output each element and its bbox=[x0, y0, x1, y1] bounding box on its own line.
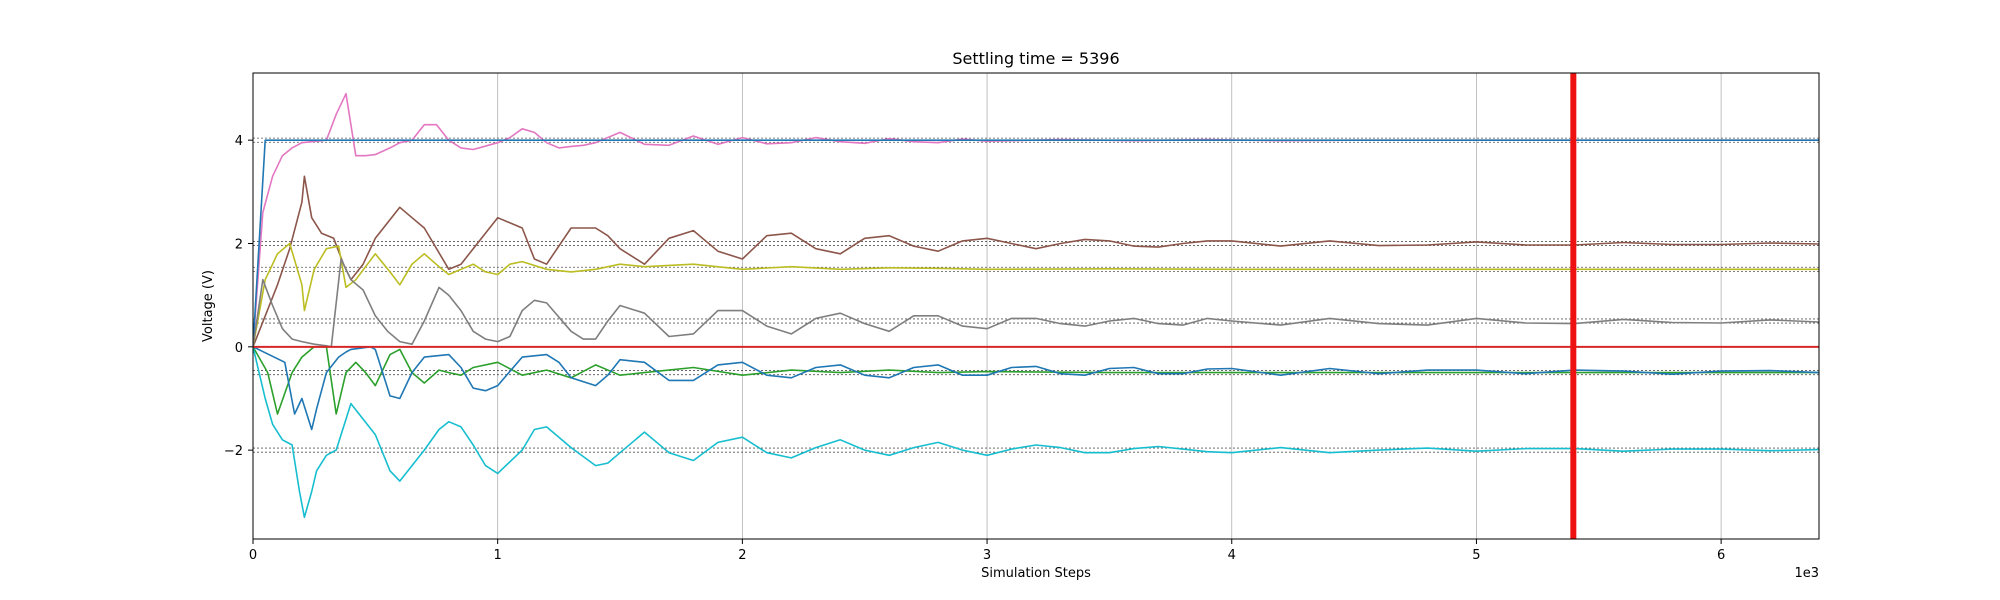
grid-lines bbox=[252, 73, 1722, 539]
series-line bbox=[253, 258, 1819, 348]
y-tick-label: 2 bbox=[235, 237, 243, 252]
x-tick-label: 0 bbox=[249, 548, 257, 563]
y-axis-label: Voltage (V) bbox=[201, 270, 216, 342]
y-tick-label: 0 bbox=[235, 341, 243, 356]
x-tick-label: 6 bbox=[1717, 548, 1725, 563]
y-tick-label: −2 bbox=[224, 444, 243, 459]
series-line bbox=[253, 346, 1819, 519]
x-axis-offset-label: 1e3 bbox=[1794, 566, 1819, 581]
series-line bbox=[253, 242, 1819, 347]
x-axis-ticks: 0 1 2 3 4 5 6 bbox=[249, 539, 1725, 563]
y-tick-label: 4 bbox=[235, 134, 243, 149]
target-bands bbox=[253, 137, 1819, 453]
x-tick-label: 1 bbox=[494, 548, 502, 563]
chart-title: Settling time = 5396 bbox=[952, 49, 1119, 68]
series-line bbox=[253, 139, 1819, 347]
series-line bbox=[253, 175, 1819, 348]
x-axis-label: Simulation Steps bbox=[981, 566, 1091, 581]
plot-frame bbox=[252, 72, 1820, 540]
x-tick-label: 4 bbox=[1228, 548, 1236, 563]
x-tick-label: 2 bbox=[738, 548, 746, 563]
x-tick-label: 3 bbox=[983, 548, 991, 563]
x-tick-label: 5 bbox=[1472, 548, 1480, 563]
series-line bbox=[253, 92, 1819, 347]
series-lines bbox=[253, 92, 1819, 519]
series-line bbox=[253, 345, 1819, 431]
y-axis-ticks: −2 0 2 4 bbox=[224, 134, 253, 459]
series-line bbox=[253, 345, 1819, 415]
